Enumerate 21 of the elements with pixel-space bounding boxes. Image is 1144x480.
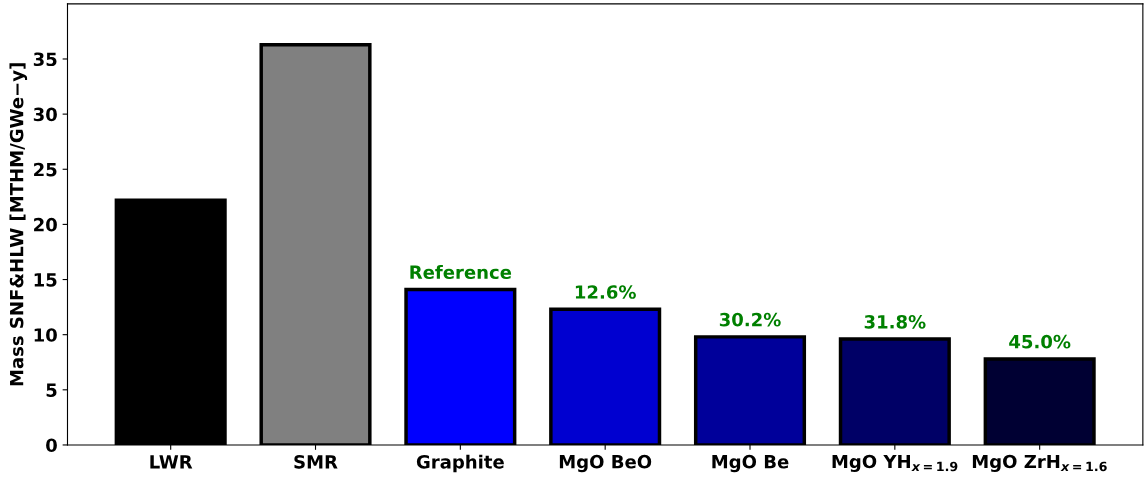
x-tick-label: MgO BeO (559, 454, 652, 473)
annotation: 30.2% (719, 312, 781, 327)
annotation: 31.8% (864, 314, 926, 329)
y-tick-label: 25 (34, 162, 57, 177)
y-tick-label: 5 (46, 383, 57, 397)
y-tick-label: 0 (46, 438, 57, 453)
x-tick-label: Graphite (416, 454, 504, 473)
annotation: 12.6% (575, 285, 636, 299)
y-tick-label: 10 (34, 328, 57, 342)
y-tick-label: 35 (33, 52, 57, 67)
y-tick-label: 15 (34, 273, 57, 287)
x-tick-label: MgO ZrH$_{x=1.6}$ (972, 454, 1107, 472)
x-tick-label: LWR (150, 455, 193, 469)
x-tick-label: MgO Be (712, 454, 789, 473)
y-tick-label: 30 (33, 107, 57, 122)
annotation: Reference (410, 265, 512, 280)
x-tick-label: MgO YH$_{x=1.9}$ (832, 454, 958, 472)
x-tick-label: SMR (294, 455, 338, 469)
annotation: 45.0% (1009, 334, 1071, 349)
y-axis-title: Mass SNF&HLW [MTHM/GWe−y] (9, 63, 28, 386)
y-tick-label: 20 (34, 217, 57, 232)
